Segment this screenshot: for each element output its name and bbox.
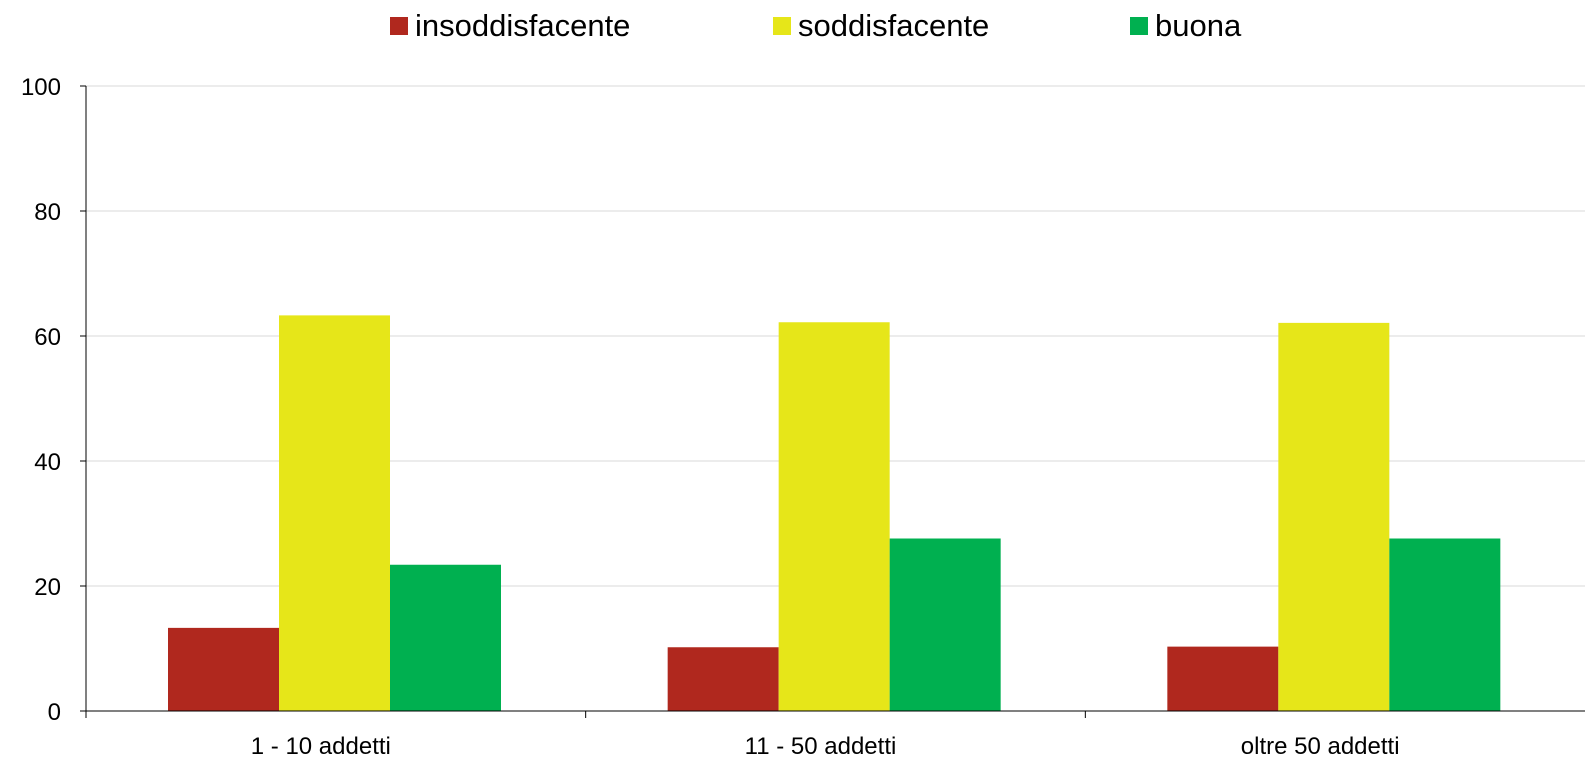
- bar-soddisfacente-2: [1278, 322, 1390, 711]
- legend: insoddisfacente soddisfacente buona: [390, 8, 1242, 43]
- y-tick-label: 40: [34, 449, 61, 476]
- axes: [80, 85, 1585, 718]
- legend-label-buona: buona: [1155, 8, 1242, 43]
- bar-soddisfacente-0: [279, 315, 390, 711]
- x-axis-tick-labels: 1 - 10 addetti 11 - 50 addetti oltre 50 ad…: [251, 733, 1400, 760]
- y-tick-label: 0: [48, 699, 61, 726]
- legend-swatch-soddisfacente: [773, 17, 791, 35]
- bar-insoddisfacente-2: [1167, 646, 1279, 711]
- bar-insoddisfacente-1: [667, 647, 779, 711]
- bar-insoddisfacente-0: [168, 627, 279, 711]
- bar-buona-2: [1389, 538, 1501, 711]
- x-tick-label: 11 - 50 addetti: [745, 733, 897, 760]
- x-tick-label: 1 - 10 addetti: [251, 733, 391, 760]
- y-axis-tick-labels: 0 20 40 60 80 100: [21, 74, 61, 726]
- y-tick-label: 80: [34, 199, 61, 226]
- legend-label-soddisfacente: soddisfacente: [798, 8, 989, 43]
- bar-soddisfacente-1: [778, 322, 890, 711]
- legend-swatch-insoddisfacente: [390, 17, 408, 35]
- y-tick-label: 20: [34, 574, 61, 601]
- y-tick-label: 60: [34, 324, 61, 351]
- bar-buona-0: [390, 564, 501, 711]
- x-tick-label: oltre 50 addetti: [1241, 733, 1400, 760]
- legend-label-insoddisfacente: insoddisfacente: [415, 8, 630, 43]
- bars: [168, 315, 1501, 711]
- y-tick-label: 100: [21, 74, 61, 101]
- bar-buona-1: [889, 538, 1001, 711]
- legend-swatch-buona: [1130, 17, 1148, 35]
